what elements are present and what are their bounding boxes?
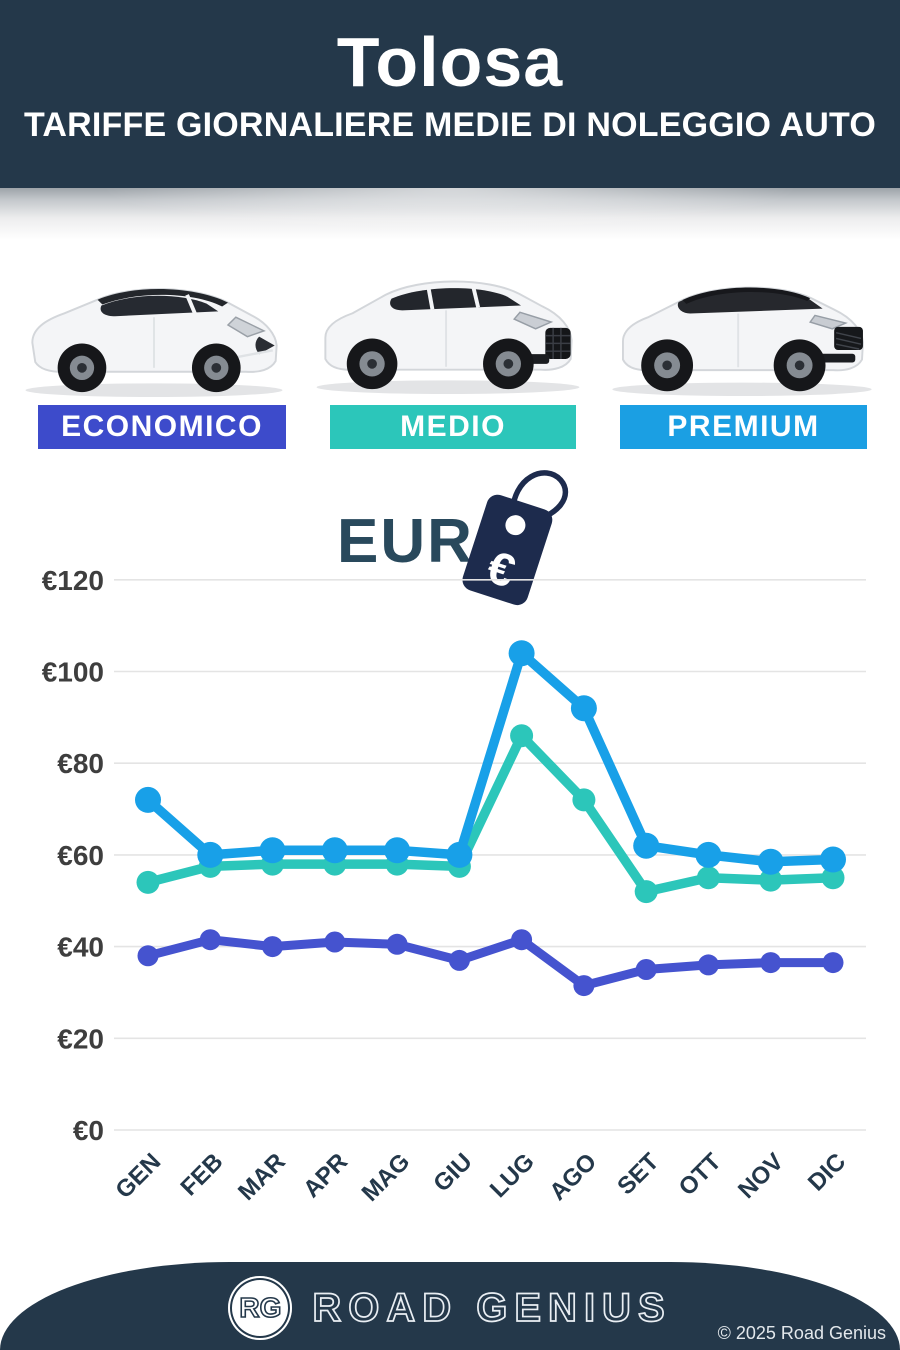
data-point-medio-ott [696,866,720,890]
y-tick-label: €40 [57,932,104,963]
brand-name: ROAD GENIUS [312,1285,672,1331]
data-point-premium-apr [321,837,348,864]
data-point-premium-ott [695,841,722,868]
data-point-premium-giu [446,841,473,868]
data-point-premium-nov [757,848,784,875]
y-tick-label: €0 [73,1115,104,1146]
x-tick-label: OTT [674,1148,727,1201]
page-subtitle: TARIFFE GIORNALIERE MEDIE DI NOLEGGIO AU… [23,106,877,144]
header: Tolosa TARIFFE GIORNALIERE MEDIE DI NOLE… [0,0,900,188]
economy-car-icon [25,288,283,398]
y-tick-label: €60 [57,840,104,871]
footer-brand-group: RG ROAD GENIUS [0,1276,900,1340]
x-tick-label: GEN [110,1148,166,1204]
premium-car-icon [612,286,872,397]
y-tick-label: €20 [57,1023,104,1054]
data-point-premium-set [633,832,660,859]
data-point-premium-lug [508,640,535,667]
price-tag-icon: € [444,448,572,616]
data-point-economico-ago [573,975,595,997]
category-bar-premium: PREMIUM [620,405,867,449]
x-tick-label: MAR [233,1148,291,1206]
x-tick-label: AGO [544,1148,602,1206]
x-tick-label: FEB [175,1148,228,1201]
data-point-economico-mar [262,936,283,958]
data-point-premium-ago [570,695,597,722]
data-point-economico-ott [697,954,719,976]
rg-logo: RG [228,1276,293,1340]
data-point-economico-lug [511,929,533,951]
data-point-medio-nov [759,868,783,892]
data-point-premium-mar [259,837,286,864]
data-point-medio-set [634,880,658,904]
category-bar-economico: ECONOMICO [38,405,286,449]
data-point-economico-nov [760,952,782,974]
x-tick-label: SET [612,1148,664,1200]
y-tick-label: €120 [42,565,104,596]
x-tick-label: MAG [357,1148,416,1207]
category-label-premium: PREMIUM [667,410,820,443]
data-point-economico-gen [137,945,159,967]
y-tick-label: €100 [42,657,104,688]
midsize-car-image [302,238,594,406]
data-point-economico-apr [324,931,346,953]
economy-car-image [8,244,300,406]
x-tick-label: APR [298,1148,353,1203]
data-point-economico-set [635,959,657,980]
x-tick-label: DIC [803,1148,851,1196]
x-tick-label: NOV [733,1148,789,1204]
midsize-car-icon [316,280,580,395]
data-point-medio-lug [510,724,534,748]
x-tick-label: LUG [485,1148,540,1203]
category-label-medio: MEDIO [400,410,506,443]
currency-heading: EUR [337,507,474,576]
category-label-economico: ECONOMICO [61,410,263,443]
data-point-premium-mag [384,837,411,864]
rg-logo-initials: RG [239,1291,283,1324]
data-point-medio-dic [821,866,845,890]
footer: RG ROAD GENIUS © 2025 Road Genius [0,1262,900,1350]
page-title: Tolosa [336,23,564,101]
data-point-premium-gen [135,786,161,813]
data-point-economico-giu [448,949,470,971]
premium-car-image [598,246,886,404]
rental-rates-line-chart: €0 €20 €40 €60 €80 €100 €120 GEN FEB MAR APR MAG GIU… [42,565,866,1207]
header-shadow [0,188,900,240]
copyright-text: © 2025 Road Genius [717,1323,886,1343]
data-point-medio-ago [572,788,596,812]
series-line-premium [143,648,838,867]
data-point-premium-dic [820,846,846,873]
data-point-economico-mag [386,933,408,955]
data-point-premium-feb [197,841,224,868]
data-point-economico-feb [199,929,221,951]
data-point-economico-dic [822,952,844,974]
y-tick-label: €80 [57,748,104,779]
data-point-medio-gen [136,870,160,894]
category-bar-medio: MEDIO [330,405,576,449]
x-tick-label: GIU [428,1148,477,1197]
